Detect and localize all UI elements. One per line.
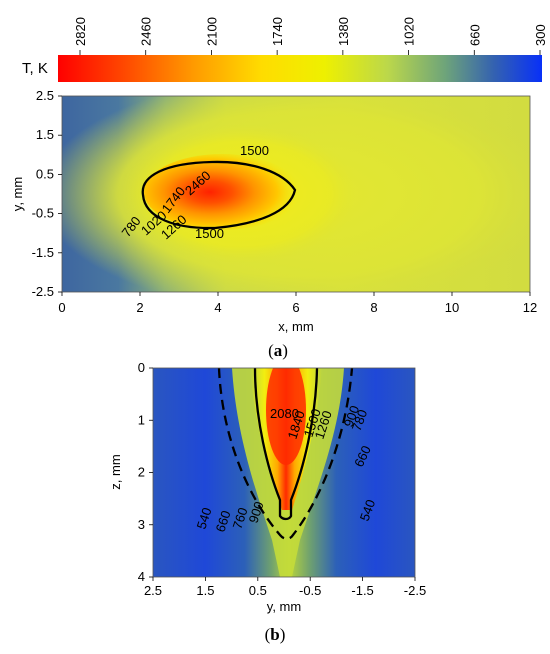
panel-b-xlabel: y, mm [267, 599, 301, 614]
panel-a-ytick-label: 2.5 [36, 88, 54, 103]
colorbar-tick-label: 2820 [73, 17, 88, 46]
panel-b-contour-label: 540 [357, 498, 379, 524]
panel-a-ytick-label: 1.5 [36, 127, 54, 142]
panel-a-ytick-label: 0.5 [36, 166, 54, 181]
colorbar-tick-label: 1380 [336, 17, 351, 46]
panel-a-xtick-label: 4 [214, 300, 221, 315]
panel-b-contour-label: 760 [230, 506, 251, 531]
panel-a-contour-label: 1500 [195, 226, 224, 241]
panel-b-contour-label: 900 [341, 404, 363, 430]
panel-a-hot-zone [144, 154, 300, 230]
colorbar-tick-label: 2460 [139, 17, 154, 46]
panel-b-xtick-label: -2.5 [404, 583, 426, 598]
colorbar-gradient [58, 55, 542, 82]
panel-b-ytick-label: 3 [138, 517, 145, 532]
colorbar-tick-label: 660 [467, 24, 482, 46]
panel-b-xtick-label: -1.5 [351, 583, 373, 598]
colorbar: T, K 2820 2460 2100 1740 1380 1020 660 300 [22, 17, 548, 82]
colorbar-tick-label: 2100 [204, 17, 219, 46]
panel-a-xtick-label: 2 [136, 300, 143, 315]
panel-b-contour-label: 780 [349, 408, 371, 434]
panel-a-ytick-label: -0.5 [32, 206, 54, 221]
contour-1500-b [253, 368, 319, 521]
panel-b-ylabel: z, mm [108, 454, 123, 489]
panel-b-xtick-label: 1.5 [196, 583, 214, 598]
panel-a-xtick-label: 12 [523, 300, 537, 315]
panel-a-caption: (a) [268, 341, 288, 360]
panel-b-contour-label: 660 [213, 509, 234, 534]
colorbar-tick-label: 1020 [402, 17, 417, 46]
panel-b-contour-label: 900 [246, 500, 267, 525]
panel-b-ytick-label: 2 [138, 465, 145, 480]
panel-b-caption: (b) [265, 625, 286, 644]
panel-a-contour-label: 1500 [240, 143, 269, 158]
colorbar-tick-label: 300 [533, 24, 548, 46]
panel-b-hot-zone [266, 368, 306, 465]
panel-a-xtick-label: 6 [292, 300, 299, 315]
colorbar-label: T, K [22, 60, 48, 77]
panel-a-ylabel: y, mm [10, 177, 25, 211]
panel-b-contour-label: 540 [194, 506, 215, 531]
panel-b-ytick-label: 0 [138, 360, 145, 375]
panel-a-xtick-label: 10 [445, 300, 459, 315]
panel-b-xtick-label: 0.5 [249, 583, 267, 598]
panel-b-xtick-label: -0.5 [299, 583, 321, 598]
panel-a-xlabel: x, mm [278, 319, 313, 334]
panel-a-xtick-label: 0 [58, 300, 65, 315]
panel-b-ytick-label: 1 [138, 412, 145, 427]
contour-900-b-dashed [217, 368, 354, 540]
panel-a-ytick-label: -1.5 [32, 245, 54, 260]
panel-b-ytick-label: 4 [138, 569, 145, 584]
panel-a-xtick-label: 8 [370, 300, 377, 315]
panel-b-xtick-label: 2.5 [144, 583, 162, 598]
colorbar-tick-label: 1740 [270, 17, 285, 46]
panel-a-ytick-label: -2.5 [32, 284, 54, 299]
panel-b-contour-label: 2080 [270, 406, 299, 421]
contour-1500-a [141, 160, 297, 230]
